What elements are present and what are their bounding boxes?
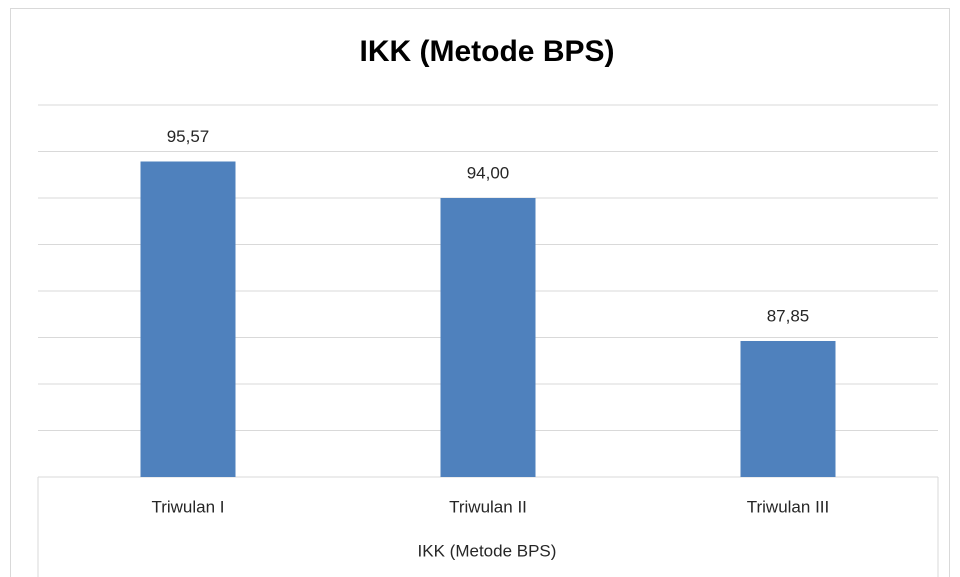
- data-label: 94,00: [467, 163, 510, 182]
- bar: [740, 340, 836, 477]
- bar: [440, 198, 536, 477]
- bar: [140, 161, 236, 477]
- x-tick-label: Triwulan III: [747, 497, 830, 516]
- x-tick-label: Triwulan II: [449, 497, 527, 516]
- chart-title: IKK (Metode BPS): [360, 35, 615, 68]
- x-axis-label: IKK (Metode BPS): [418, 541, 557, 560]
- data-label: 95,57: [167, 127, 210, 146]
- x-tick-label: Triwulan I: [151, 497, 224, 516]
- data-label: 87,85: [767, 306, 810, 325]
